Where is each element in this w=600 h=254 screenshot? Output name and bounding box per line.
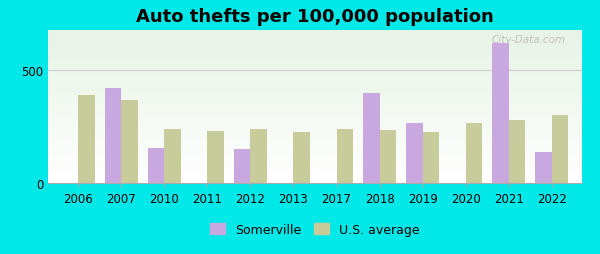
Bar xyxy=(406,123,422,183)
Bar xyxy=(121,101,137,183)
Bar xyxy=(105,89,121,183)
Bar xyxy=(293,132,310,183)
Text: City-Data.com: City-Data.com xyxy=(492,35,566,45)
Bar xyxy=(380,130,396,183)
Bar xyxy=(535,153,552,183)
Bar xyxy=(337,129,353,183)
Title: Auto thefts per 100,000 population: Auto thefts per 100,000 population xyxy=(136,8,494,26)
Bar xyxy=(466,123,482,183)
Bar xyxy=(148,148,164,183)
Bar xyxy=(363,93,380,183)
Bar xyxy=(78,96,95,183)
Bar xyxy=(164,129,181,183)
Bar xyxy=(208,131,224,183)
Bar xyxy=(250,129,267,183)
Bar xyxy=(422,132,439,183)
Bar xyxy=(234,149,250,183)
Bar xyxy=(493,44,509,183)
Bar xyxy=(509,120,525,183)
Legend: Somerville, U.S. average: Somerville, U.S. average xyxy=(205,218,425,241)
Bar xyxy=(552,116,568,183)
